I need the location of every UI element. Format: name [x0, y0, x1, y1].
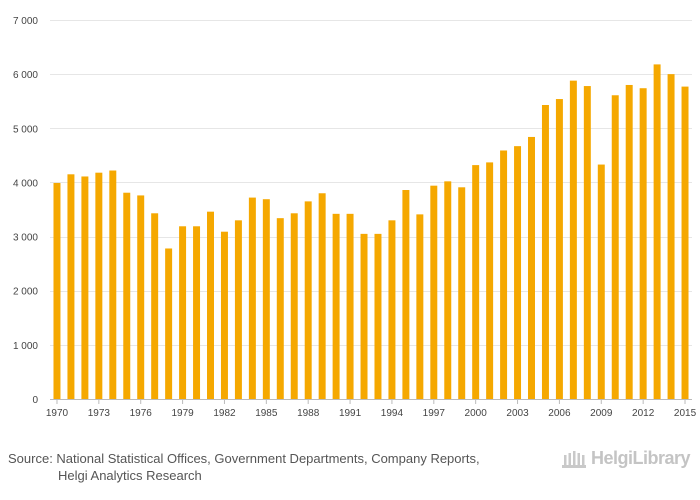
x-tick-label: 1988 — [297, 408, 320, 419]
bar-1997 — [430, 185, 438, 399]
x-tick-label: 2003 — [506, 408, 529, 419]
bar-2001 — [486, 162, 494, 399]
bar-1986 — [276, 218, 284, 399]
bar-1998 — [444, 181, 452, 399]
bar-1982 — [220, 231, 228, 399]
x-tick-label: 2006 — [548, 408, 571, 419]
bar-1985 — [262, 199, 270, 399]
bar-1984 — [248, 197, 256, 399]
bar-1978 — [165, 248, 173, 399]
bar-2003 — [514, 146, 522, 399]
x-tick-label: 1985 — [255, 408, 278, 419]
bar-2015 — [681, 86, 689, 400]
bar-2006 — [555, 99, 563, 399]
bar-1975 — [123, 192, 131, 399]
bar-1983 — [234, 220, 242, 399]
y-tick-label: 1 000 — [13, 341, 38, 352]
bar-2002 — [500, 150, 508, 399]
helgi-library-logo: HelgiLibrary — [561, 448, 691, 469]
bar-1993 — [374, 233, 382, 399]
y-tick-label: 7 000 — [13, 16, 38, 27]
bar-2005 — [541, 105, 549, 400]
source-line-1: Source: National Statistical Offices, Go… — [8, 451, 480, 466]
bar-1981 — [207, 211, 214, 399]
bar-2007 — [569, 80, 577, 399]
x-tick-label: 2000 — [465, 408, 488, 419]
x-tick-label: 1991 — [339, 408, 362, 419]
bar-1992 — [360, 233, 368, 399]
bar-1977 — [151, 213, 159, 399]
x-tick-label: 2012 — [632, 408, 655, 419]
bar-chart: 0 1 000 2 000 3 000 4 000 5 000 6 000 7 000 1970… — [13, 16, 697, 419]
bar-1971 — [67, 174, 75, 399]
x-tick-label: 1979 — [171, 408, 194, 419]
bar-2010 — [611, 95, 619, 399]
source-note: Source: National Statistical Offices, Go… — [8, 450, 548, 484]
bar-2014 — [667, 74, 675, 400]
bar-1994 — [388, 220, 396, 399]
bar-2013 — [653, 64, 661, 399]
x-tick-label: 2015 — [674, 408, 697, 419]
bar-1996 — [416, 214, 424, 399]
bar-1989 — [318, 193, 326, 399]
y-tick-label: 2 000 — [13, 287, 38, 298]
x-tick-label: 1970 — [46, 408, 69, 419]
bar-2009 — [597, 164, 605, 399]
bar-2011 — [625, 84, 633, 399]
bar-2000 — [472, 165, 480, 399]
y-tick-label: 0 — [32, 395, 38, 406]
y-tick-label: 5 000 — [13, 124, 38, 135]
y-tick-label: 6 000 — [13, 70, 38, 81]
x-tick-label: 2009 — [590, 408, 613, 419]
x-tick-label: 1997 — [423, 408, 446, 419]
logo-text: HelgiLibrary — [590, 448, 691, 468]
library-building-icon — [561, 450, 586, 468]
y-tick-label: 3 000 — [13, 233, 38, 244]
bar-1987 — [290, 213, 298, 399]
x-tick-label: 1994 — [381, 408, 404, 419]
bar-1980 — [193, 226, 201, 399]
bar-1972 — [81, 176, 89, 399]
x-tick-label: 1982 — [213, 408, 236, 419]
bar-1995 — [402, 190, 410, 399]
bar-1979 — [179, 226, 187, 399]
source-line-2: Helgi Analytics Research — [58, 468, 202, 483]
bar-1976 — [137, 195, 145, 399]
x-tick-label: 1976 — [130, 408, 153, 419]
bar-1990 — [332, 213, 340, 399]
bar-2004 — [528, 136, 535, 399]
y-tick-label: 4 000 — [13, 178, 38, 189]
bar-1999 — [458, 187, 466, 399]
bar-1991 — [346, 213, 354, 399]
x-tick-label: 1973 — [88, 408, 111, 419]
bar-2012 — [639, 88, 647, 399]
bar-1970 — [53, 182, 61, 399]
bar-1973 — [95, 172, 103, 399]
bar-2008 — [583, 86, 591, 399]
bar-1988 — [304, 201, 312, 399]
bar-1974 — [109, 170, 117, 399]
